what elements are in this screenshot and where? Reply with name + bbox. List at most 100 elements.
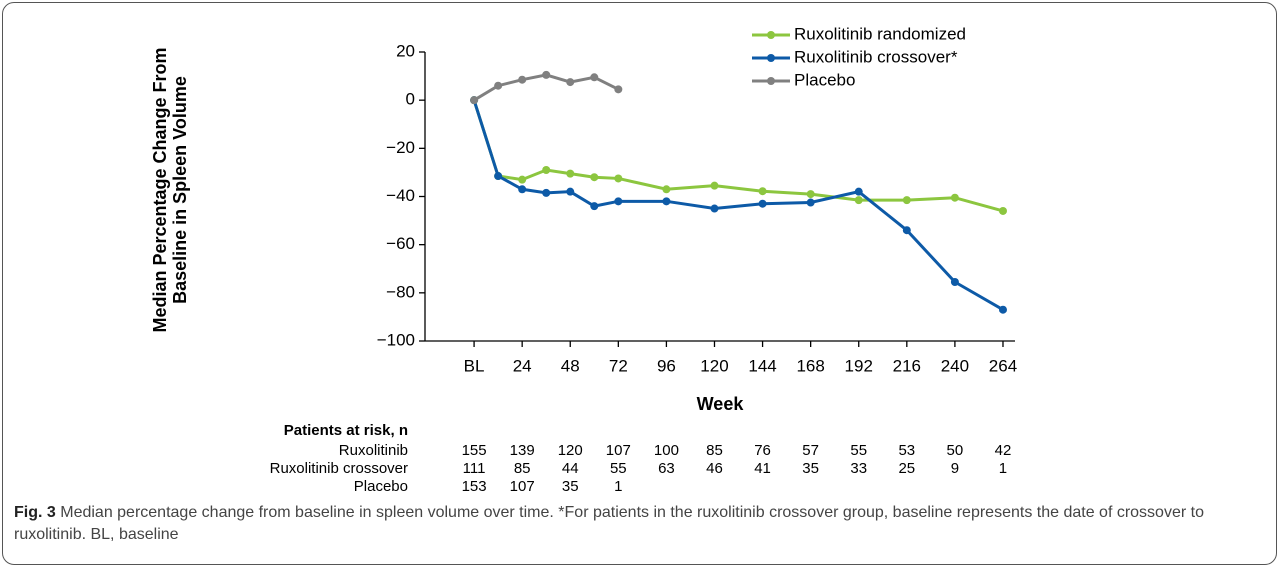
data-point [518,175,527,184]
data-point [614,197,623,206]
y-tick-label: 20 [396,41,415,60]
y-tick-label: −20 [386,138,415,157]
x-tick-label: 264 [989,356,1017,375]
data-point [710,181,719,190]
risk-cell: 44 [562,460,579,477]
data-point [566,169,575,178]
risk-row-label: Ruxolitinib crossover [270,460,408,477]
data-point [590,202,599,211]
x-tick-label: 216 [893,356,921,375]
x-tick-label: 144 [748,356,776,375]
risk-cell: 85 [706,442,723,459]
x-tick-label: 24 [513,356,532,375]
risk-cell: 35 [802,460,819,477]
series-line [472,99,1004,213]
data-point [494,172,503,181]
x-tick-label: 96 [657,356,676,375]
x-axis-label: Week [697,394,745,414]
risk-cell: 55 [850,442,867,459]
data-point [950,277,959,286]
legend-marker [767,77,775,85]
series-line [472,99,1004,311]
risk-cell: 107 [606,442,631,459]
data-point [950,193,959,202]
data-point [854,196,863,205]
data-point [566,78,575,87]
risk-row-label: Ruxolitinib [339,442,408,459]
risk-table-title: Patients at risk, n [284,422,408,439]
data-point [614,85,623,94]
caption: Fig. 3 Median percentage change from bas… [14,502,1264,546]
risk-cell: 57 [802,442,819,459]
data-point [518,185,527,194]
risk-cell: 53 [898,442,915,459]
data-point [662,197,671,206]
data-point [662,185,671,194]
y-tick-label: −100 [377,330,415,349]
data-point [998,305,1007,314]
data-point [758,199,767,208]
data-point [470,96,479,105]
x-tick-label: 48 [561,356,580,375]
y-tick-label: −40 [386,186,415,205]
data-point [590,173,599,182]
data-point [614,174,623,183]
risk-cell: 1 [999,460,1007,477]
data-point [566,187,575,196]
data-point [902,196,911,205]
x-tick-label: BL [464,356,485,375]
x-tick-label: 168 [796,356,824,375]
y-axis-label: Median Percentage Change From Baseline i… [150,47,190,333]
x-tick-label: 192 [845,356,873,375]
risk-cell: 85 [514,460,531,477]
risk-cell: 46 [706,460,723,477]
data-point [542,166,551,175]
risk-cell: 76 [754,442,771,459]
risk-cell: 33 [850,460,867,477]
risk-cell: 9 [951,460,959,477]
x-tick-label: 120 [700,356,728,375]
data-point [758,187,767,196]
y-tick-label: −80 [386,282,415,301]
x-tick-label: 72 [609,356,628,375]
data-point [542,70,551,79]
caption-label: Fig. 3 [14,504,56,521]
legend-label: Ruxolitinib randomized [794,24,966,43]
x-tick-label: 240 [941,356,969,375]
data-point [806,190,815,199]
data-point [806,198,815,207]
risk-cell: 42 [995,442,1012,459]
y-tick-label: 0 [406,90,415,109]
data-point [854,187,863,196]
data-point [542,188,551,197]
risk-row-label: Placebo [354,478,408,495]
risk-cell: 55 [610,460,627,477]
caption-text: Median percentage change from baseline i… [14,504,1204,543]
risk-cell: 107 [510,478,535,495]
legend-label: Placebo [794,70,855,89]
risk-cell: 111 [463,460,486,477]
data-point [590,73,599,82]
risk-cell: 63 [658,460,675,477]
y-tick-label: −60 [386,234,415,253]
legend-marker [767,54,775,62]
risk-cell: 139 [510,442,535,459]
data-point [902,226,911,235]
risk-cell: 100 [654,442,679,459]
risk-cell: 120 [558,442,583,459]
data-point [494,81,503,90]
risk-cell: 155 [462,442,487,459]
risk-cell: 25 [898,460,915,477]
legend-label: Ruxolitinib crossover* [794,47,958,66]
data-point [998,206,1007,215]
legend-marker [767,31,775,39]
risk-cell: 35 [562,478,579,495]
risk-cell: 153 [462,478,487,495]
data-point [710,204,719,213]
risk-cell: 50 [947,442,964,459]
risk-cell: 1 [614,478,622,495]
risk-cell: 41 [754,460,771,477]
